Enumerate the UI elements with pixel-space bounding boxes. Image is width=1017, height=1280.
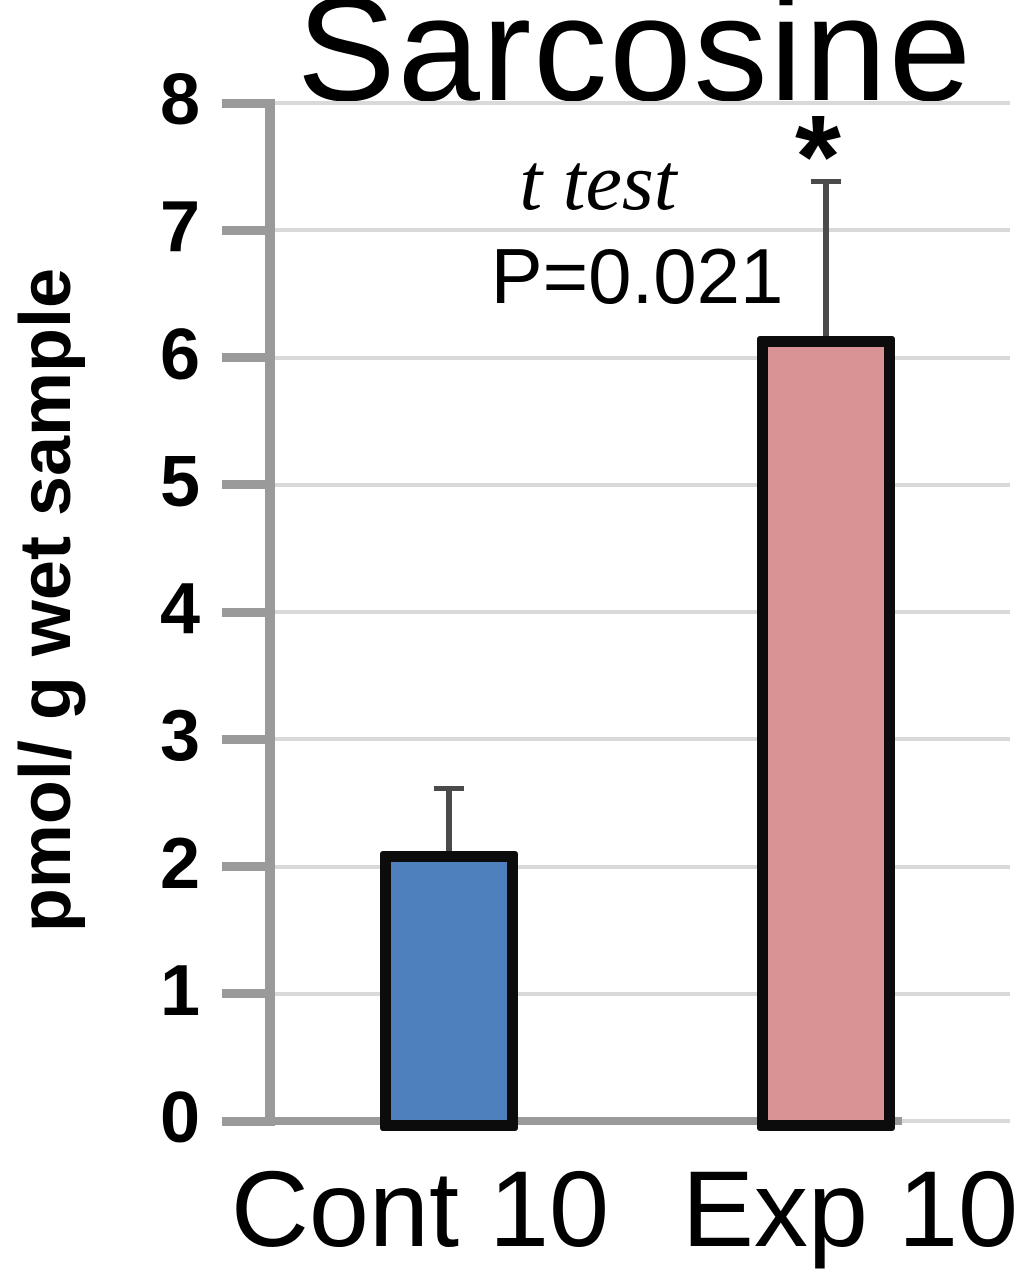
y-tick-label: 5 [159, 441, 200, 522]
x-axis-line [222, 1117, 902, 1125]
error-bar-cap [811, 179, 841, 185]
y-tick [222, 607, 275, 617]
y-gridline [275, 482, 1010, 487]
y-tick [222, 480, 275, 490]
y-tick-label: 8 [159, 60, 200, 140]
y-tick [222, 225, 275, 235]
y-tick [222, 1116, 275, 1126]
bar-cont-10 [380, 851, 518, 1131]
significance-asterisk: * [795, 91, 841, 223]
p-value-annotation: P=0.021 [490, 232, 784, 320]
y-tick [222, 862, 275, 871]
y-tick-label: 0 [159, 1078, 200, 1158]
y-tick-label: 1 [159, 950, 200, 1031]
y-tick-label: 3 [159, 696, 200, 777]
y-gridline [275, 228, 1010, 233]
y-tick [222, 98, 275, 108]
y-tick-label: 6 [159, 314, 200, 395]
t-test-annotation: t test [519, 136, 677, 227]
y-gridline [275, 864, 1010, 869]
y-tick-label: 4 [159, 569, 200, 649]
error-bar-line [446, 788, 452, 856]
x-category-label: Exp 10 [681, 1148, 1017, 1269]
y-tick [222, 353, 275, 362]
bar-exp-10 [757, 335, 895, 1131]
y-gridline [275, 610, 1010, 614]
y-tick-label: 2 [159, 823, 200, 904]
y-tick-label: 7 [159, 187, 200, 268]
y-tick [222, 989, 275, 999]
y-gridline [275, 101, 1010, 105]
error-bar-cap [434, 786, 464, 792]
y-gridline [275, 737, 1010, 742]
y-gridline [275, 355, 1010, 360]
x-axis-line-extension [902, 1119, 1010, 1123]
y-tick [222, 734, 275, 744]
y-gridline [275, 991, 1010, 996]
x-category-label: Cont 10 [230, 1148, 610, 1269]
error-bar-line [823, 181, 829, 340]
